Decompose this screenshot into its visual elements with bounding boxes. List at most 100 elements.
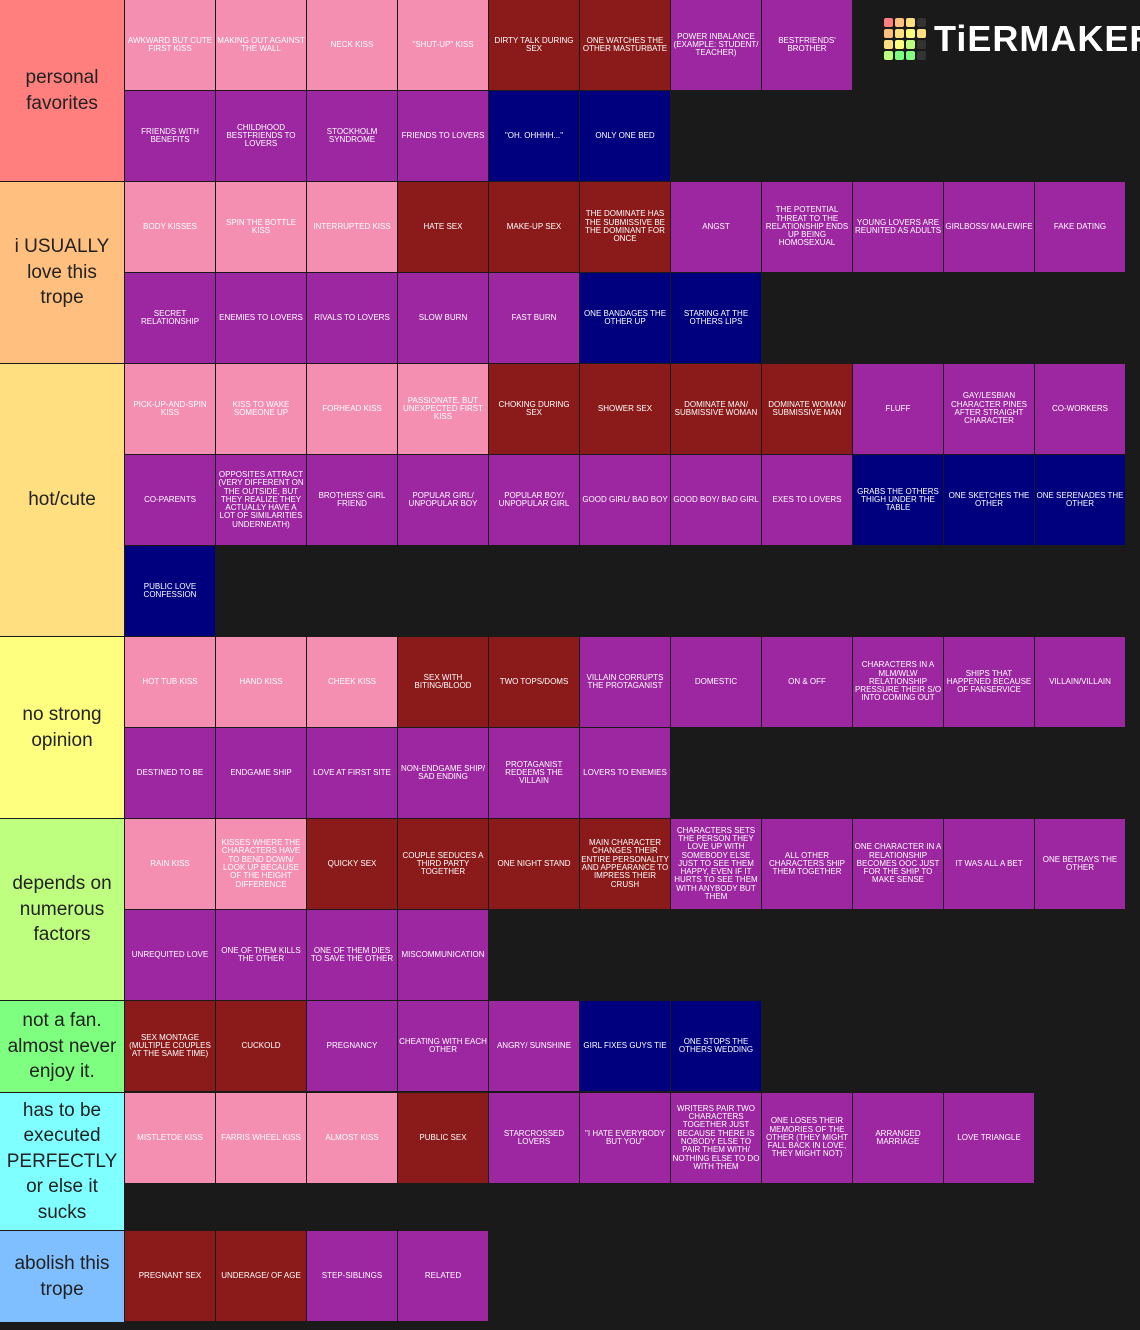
tier-item: ONE BANDAGES THE OTHER UP	[580, 273, 670, 363]
tier-row: hot/cute PICK-UP-AND-SPIN KISS KISS TO WAK…	[0, 364, 1140, 636]
tier-label: depends on numerous factors	[0, 819, 124, 1000]
tier-item: NON-ENDGAME SHIP/ SAD ENDING	[398, 728, 488, 818]
tier-item: GIRL FIXES GUYS TIE	[580, 1001, 670, 1091]
tier-item: OPPOSITES ATTRACT (VERY DIFFERENT ON THE…	[216, 455, 306, 545]
tier-item: SHIPS THAT HAPPENED BECAUSE OF FANSERVIC…	[944, 637, 1034, 727]
tier-item: LOVE TRIANGLE	[944, 1093, 1034, 1183]
tier-item: RELATED	[398, 1231, 488, 1321]
tier-item: QUICKY SEX	[307, 819, 397, 909]
tier-item: FLUFF	[853, 364, 943, 454]
tier-label: not a fan. almost never enjoy it.	[0, 1001, 124, 1092]
tier-item: "I HATE EVERYBODY BUT YOU"	[580, 1093, 670, 1183]
tier-item: ONLY ONE BED	[580, 91, 670, 181]
tier-item: ONE WATCHES THE OTHER MASTURBATE	[580, 0, 670, 90]
logo-icon	[884, 18, 926, 60]
tier-item: FAKE DATING	[1035, 182, 1125, 272]
tier-item: PUBLIC LOVE CONFESSION	[125, 546, 215, 636]
tier-label: no strong opinion	[0, 637, 124, 818]
logo: TiERMAKER	[884, 18, 1140, 60]
tier-label: abolish this trope	[0, 1231, 124, 1322]
tier-item: COUPLE SEDUCES A THIRD PARTY TOGETHER	[398, 819, 488, 909]
tier-row: not a fan. almost never enjoy it. SEX MON…	[0, 1001, 1140, 1092]
tier-item: INTERRUPTED KISS	[307, 182, 397, 272]
logo-text: TiERMAKER	[934, 18, 1140, 59]
tier-item: CHEATING WITH EACH OTHER	[398, 1001, 488, 1091]
tier-item: ENEMIES TO LOVERS	[216, 273, 306, 363]
tier-item: ONE CHARACTER IN A RELATIONSHIP BECOMES …	[853, 819, 943, 909]
tier-item: FRIENDS WITH BENEFITS	[125, 91, 215, 181]
tier-item: SEX MONTAGE (MULTIPLE COUPLES AT THE SAM…	[125, 1001, 215, 1091]
tier-item: FAST BURN	[489, 273, 579, 363]
tier-item: BODY KISSES	[125, 182, 215, 272]
tier-item: ONE BETRAYS THE OTHER	[1035, 819, 1125, 909]
tier-item: DOMINATE MAN/ SUBMISSIVE WOMAN	[671, 364, 761, 454]
tier-item: POWER INBALANCE (EXAMPLE: STUDENT/ TEACH…	[671, 0, 761, 90]
tier-item: ONE OF THEM KILLS THE OTHER	[216, 910, 306, 1000]
tier-item: PASSIONATE, BUT UNEXPECTED FIRST KISS	[398, 364, 488, 454]
tier-item: DIRTY TALK DURING SEX	[489, 0, 579, 90]
tier-item: STARING AT THE OTHERS LIPS	[671, 273, 761, 363]
tier-item: STEP-SIBLINGS	[307, 1231, 397, 1321]
tier-item: GAY/LESBIAN CHARACTER PINES AFTER STRAIG…	[944, 364, 1034, 454]
tier-item: CHILDHOOD BESTFRIENDS TO LOVERS	[216, 91, 306, 181]
tier-item: CHARACTERS SETS THE PERSON THEY LOVE UP …	[671, 819, 761, 909]
tier-item: CO-PARENTS	[125, 455, 215, 545]
tier-item: PREGNANT SEX	[125, 1231, 215, 1321]
tier-item: LOVERS TO ENEMIES	[580, 728, 670, 818]
tier-item: ONE SKETCHES THE OTHER	[944, 455, 1034, 545]
tier-item: ON & OFF	[762, 637, 852, 727]
tier-row: i USUALLY love this trope BODY KISSES SPIN…	[0, 182, 1140, 363]
tier-item: TWO TOPS/DOMS	[489, 637, 579, 727]
tier-item: CHEEK KISS	[307, 637, 397, 727]
tier-item: HAND KISS	[216, 637, 306, 727]
tier-row: no strong opinion HOT TUB KISS HAND KISS CH…	[0, 637, 1140, 818]
tier-item: ANGST	[671, 182, 761, 272]
tier-label: hot/cute	[0, 364, 124, 636]
tier-items: HOT TUB KISS HAND KISS CHEEK KISS SEX WITH …	[125, 637, 1140, 818]
tier-item: CO-WORKERS	[1035, 364, 1125, 454]
tier-item: CHARACTERS IN A MLM/WLW RELATIONSHIP PRE…	[853, 637, 943, 727]
tier-item: DESTINED TO BE	[125, 728, 215, 818]
tier-item: MISTLETOE KISS	[125, 1093, 215, 1183]
tier-row: has to be executed PERFECTLY or else it …	[0, 1093, 1140, 1230]
tier-items: MISTLETOE KISS FARRIS WHEEL KISS ALMOST KI…	[125, 1093, 1140, 1230]
tier-item: PREGNANCY	[307, 1001, 397, 1091]
tier-item: ALMOST KISS	[307, 1093, 397, 1183]
tier-item: RAIN KISS	[125, 819, 215, 909]
tier-item: FORHEAD KISS	[307, 364, 397, 454]
tier-label: i USUALLY love this trope	[0, 182, 124, 363]
tier-item: STOCKHOLM SYNDROME	[307, 91, 397, 181]
tier-item: AWKWARD BUT CUTE FIRST KISS	[125, 0, 215, 90]
tier-item: KISS TO WAKE SOMEONE UP	[216, 364, 306, 454]
tier-item: SECRET RELATIONSHIP	[125, 273, 215, 363]
tier-item: ONE STOPS THE OTHERS WEDDING	[671, 1001, 761, 1091]
tier-item: CUCKOLD	[216, 1001, 306, 1091]
tier-item: ARRANGED MARRIAGE	[853, 1093, 943, 1183]
tier-item: ONE OF THEM DIES TO SAVE THE OTHER	[307, 910, 397, 1000]
tier-item: ONE SERENADES THE OTHER	[1035, 455, 1125, 545]
tier-label: personal favorites	[0, 0, 124, 181]
tier-row: personal favorites AWKWARD BUT CUTE FIRST…	[0, 0, 1140, 181]
tier-item: UNREQUITED LOVE	[125, 910, 215, 1000]
tier-item: RIVALS TO LOVERS	[307, 273, 397, 363]
tier-item: MAIN CHARACTER CHANGES THEIR ENTIRE PERS…	[580, 819, 670, 909]
tier-item: SHOWER SEX	[580, 364, 670, 454]
tier-item: GRABS THE OTHERS THIGH UNDER THE TABLE	[853, 455, 943, 545]
tier-item: IT WAS ALL A BET	[944, 819, 1034, 909]
tier-item: HOT TUB KISS	[125, 637, 215, 727]
tier-items: PREGNANT SEX UNDERAGE/ OF AGE STEP-SIBLING…	[125, 1231, 1140, 1322]
tier-item: FARRIS WHEEL KISS	[216, 1093, 306, 1183]
tier-label: has to be executed PERFECTLY or else it …	[0, 1093, 124, 1230]
tier-item: LOVE AT FIRST SITE	[307, 728, 397, 818]
tier-item: SEX WITH BITING/BLOOD	[398, 637, 488, 727]
tier-item: BROTHERS' GIRL FRIEND	[307, 455, 397, 545]
tier-item: HATE SEX	[398, 182, 488, 272]
tier-item: WRITERS PAIR TWO CHARACTERS TOGETHER JUS…	[671, 1093, 761, 1183]
tier-item: ALL OTHER CHARACTERS SHIP THEM TOGETHER	[762, 819, 852, 909]
tier-row: depends on numerous factors RAIN KISS KISS…	[0, 819, 1140, 1000]
tier-item: ANGRY/ SUNSHINE	[489, 1001, 579, 1091]
tier-item: NECK KISS	[307, 0, 397, 90]
tier-item: "SHUT-UP" KISS	[398, 0, 488, 90]
